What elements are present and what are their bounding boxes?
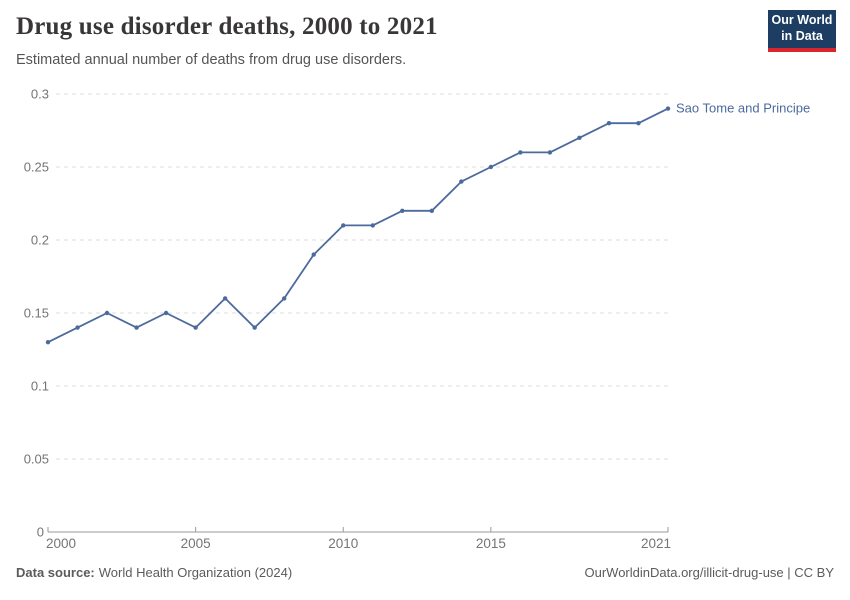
data-source-label: Data source: <box>16 565 95 580</box>
owid-logo[interactable]: Our World in Data <box>768 10 836 52</box>
data-point[interactable] <box>459 179 464 184</box>
data-point[interactable] <box>577 135 582 140</box>
y-axis-tick-label: 0.05 <box>24 452 49 467</box>
data-source-value: World Health Organization (2024) <box>98 565 293 580</box>
chart-footer: Data source: World Health Organization (2… <box>16 565 834 580</box>
chart-subtitle: Estimated annual number of deaths from d… <box>16 52 407 68</box>
data-point[interactable] <box>341 223 346 228</box>
data-point[interactable] <box>193 325 198 330</box>
x-axis-tick-label: 2000 <box>46 536 76 551</box>
data-point[interactable] <box>400 208 405 213</box>
data-point[interactable] <box>311 252 316 257</box>
data-point[interactable] <box>163 310 169 316</box>
data-point[interactable] <box>429 208 435 213</box>
y-axis-tick-label: 0.2 <box>31 233 49 248</box>
x-axis-tick-label: 2021 <box>641 536 671 551</box>
logo-line1: Our World <box>771 13 833 28</box>
data-point[interactable] <box>606 121 612 126</box>
data-point[interactable] <box>547 150 553 155</box>
data-point[interactable] <box>518 150 523 155</box>
x-axis-tick-label: 2005 <box>181 536 211 551</box>
data-point[interactable] <box>665 106 671 111</box>
logo-line2: in Data <box>781 29 823 43</box>
data-point[interactable] <box>488 164 494 170</box>
data-point[interactable] <box>45 340 51 345</box>
page-title: Drug use disorder deaths, 2000 to 2021 <box>16 13 438 40</box>
x-axis-tick-label: 2010 <box>328 536 358 551</box>
y-axis-tick-label: 0 <box>37 525 44 540</box>
data-point[interactable] <box>370 223 375 228</box>
series-line[interactable] <box>47 107 669 344</box>
data-point[interactable] <box>252 325 257 330</box>
line-chart: 0 0.05 0.1 0.15 0.2 0.25 0.3 2000 2005 2010 2015 20… <box>24 87 811 552</box>
data-source: Data source: World Health Organization (2… <box>16 565 292 580</box>
x-axis-tick-label: 2015 <box>476 536 506 551</box>
y-axis-tick-label: 0.25 <box>24 160 49 175</box>
series-label[interactable]: Sao Tome and Principe <box>676 101 810 116</box>
data-point[interactable] <box>134 325 139 330</box>
y-axis-tick-label: 0.1 <box>31 379 49 394</box>
data-point[interactable] <box>222 296 228 301</box>
y-axis-tick-label: 0.15 <box>24 306 49 321</box>
data-point[interactable] <box>281 296 287 301</box>
data-point[interactable] <box>104 310 110 316</box>
y-axis-tick-label: 0.3 <box>31 87 49 102</box>
attribution: OurWorldinData.org/illicit-drug-use | CC… <box>584 565 835 580</box>
data-point[interactable] <box>75 325 80 330</box>
data-point[interactable] <box>636 121 641 126</box>
